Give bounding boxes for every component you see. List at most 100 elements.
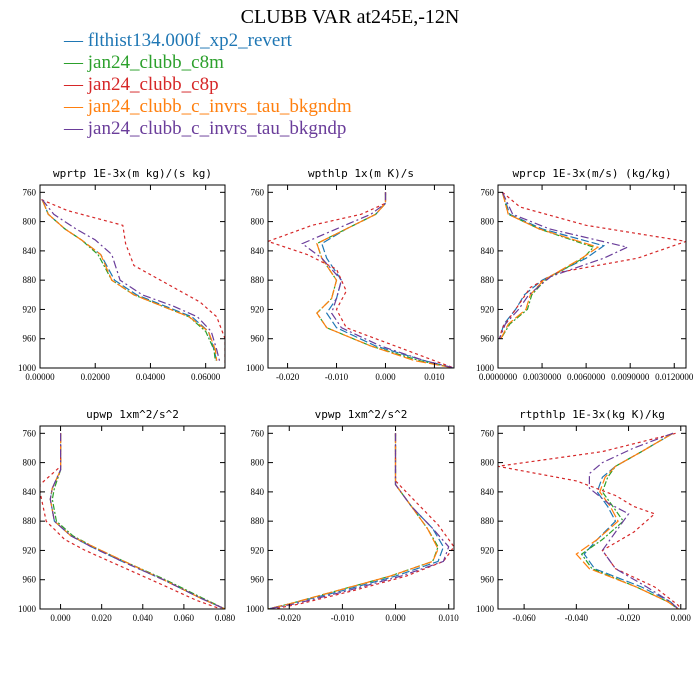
chart-panel: upwp 1xm^2/s^2 760 800 840 880 920 960 1000 0.00… bbox=[18, 408, 236, 623]
chart-panel: wprcp 1E-3x(m/s) (kg/kg) 760 800 840 880 920 9… bbox=[476, 167, 694, 382]
x-tick-label: 0.020 bbox=[92, 613, 113, 623]
y-tick-label: 800 bbox=[23, 458, 37, 468]
y-tick-label: 800 bbox=[23, 217, 37, 227]
series-line bbox=[41, 199, 221, 361]
y-tick-label: 840 bbox=[251, 487, 265, 497]
series-line bbox=[588, 432, 679, 609]
chart-title: rtpthlp 1E-3x(kg K)/kg bbox=[519, 408, 665, 421]
y-tick-label: 840 bbox=[23, 487, 37, 497]
series-line bbox=[268, 192, 454, 368]
y-tick-label: 920 bbox=[251, 304, 265, 314]
legend-item: — flthist134.000f_xp2_revert bbox=[64, 30, 292, 51]
legend-item: — jan24_clubb_c8p bbox=[64, 74, 219, 95]
series-line bbox=[49, 433, 225, 609]
x-tick-label: 0.00000 bbox=[25, 372, 55, 382]
y-tick-label: 840 bbox=[481, 246, 495, 256]
x-tick-label: -0.020 bbox=[617, 613, 641, 623]
y-tick-label: 760 bbox=[251, 428, 265, 438]
y-tick-label: 920 bbox=[23, 545, 37, 555]
x-tick-label: 0.0090000 bbox=[611, 372, 650, 382]
series-line bbox=[321, 192, 454, 368]
x-tick-label: 0.040 bbox=[133, 613, 154, 623]
x-tick-label: -0.010 bbox=[331, 613, 355, 623]
y-tick-label: 880 bbox=[251, 516, 265, 526]
y-tick-label: 760 bbox=[481, 428, 495, 438]
series-line bbox=[301, 192, 454, 368]
y-tick-label: 1000 bbox=[18, 363, 37, 373]
series-line bbox=[268, 433, 439, 609]
y-tick-label: 800 bbox=[481, 217, 495, 227]
y-tick-label: 1000 bbox=[476, 363, 495, 373]
y-tick-label: 760 bbox=[251, 187, 265, 197]
chart-title: wprtp 1E-3x(m kg)/(s kg) bbox=[53, 167, 212, 180]
x-tick-label: 0.0030000 bbox=[523, 372, 562, 382]
plot-frame bbox=[497, 425, 687, 610]
y-tick-label: 920 bbox=[481, 545, 495, 555]
x-tick-label: -0.020 bbox=[278, 613, 302, 623]
x-tick-label: 0.0060000 bbox=[567, 372, 606, 382]
y-tick-label: 920 bbox=[481, 304, 495, 314]
x-tick-label: -0.020 bbox=[276, 372, 300, 382]
legend-item: — jan24_clubb_c_invrs_tau_bkgndm bbox=[64, 96, 352, 117]
y-tick-label: 960 bbox=[23, 334, 37, 344]
series-line bbox=[316, 192, 454, 368]
series-line bbox=[316, 192, 454, 368]
x-tick-label: 0.000 bbox=[671, 613, 692, 623]
y-tick-label: 840 bbox=[23, 246, 37, 256]
x-tick-label: 0.010 bbox=[439, 613, 460, 623]
y-tick-label: 920 bbox=[251, 545, 265, 555]
y-tick-label: 920 bbox=[23, 304, 37, 314]
series-line bbox=[41, 199, 225, 368]
chart-title: wprcp 1E-3x(m/s) (kg/kg) bbox=[513, 167, 672, 180]
legend-item: — jan24_clubb_c8m bbox=[64, 52, 224, 73]
series-line bbox=[268, 433, 445, 609]
y-tick-label: 960 bbox=[481, 575, 495, 585]
series-line bbox=[51, 433, 225, 609]
chart-panel: wprtp 1E-3x(m kg)/(s kg) 760 800 840 880 920 9… bbox=[18, 167, 226, 382]
chart-panel: rtpthlp 1E-3x(kg K)/kg 760 800 840 880 920 960… bbox=[476, 408, 691, 623]
y-tick-label: 1000 bbox=[476, 604, 495, 614]
series-line bbox=[268, 433, 439, 609]
y-tick-label: 880 bbox=[481, 275, 495, 285]
page-title: CLUBB VAR at245E,-12N bbox=[240, 6, 460, 28]
x-tick-label: 0.04000 bbox=[136, 372, 166, 382]
y-tick-label: 760 bbox=[23, 187, 37, 197]
y-tick-label: 1000 bbox=[246, 363, 265, 373]
series-line bbox=[273, 433, 454, 609]
x-tick-label: 0.080 bbox=[215, 613, 236, 623]
legend-item: — jan24_clubb_c_invrs_tau_bkgndp bbox=[64, 118, 347, 139]
plot-frame bbox=[39, 425, 226, 610]
y-tick-label: 800 bbox=[481, 458, 495, 468]
y-tick-label: 800 bbox=[251, 458, 265, 468]
series-line bbox=[41, 199, 218, 361]
x-tick-label: 0.000 bbox=[385, 613, 406, 623]
series-line bbox=[40, 433, 222, 609]
x-tick-label: 0.06000 bbox=[191, 372, 221, 382]
y-tick-label: 960 bbox=[251, 334, 265, 344]
y-tick-label: 840 bbox=[481, 487, 495, 497]
series-line bbox=[583, 432, 679, 609]
y-tick-label: 880 bbox=[23, 516, 37, 526]
x-tick-label: 0.010 bbox=[424, 372, 445, 382]
plot-frame bbox=[267, 425, 455, 610]
x-tick-label: -0.040 bbox=[565, 613, 589, 623]
x-tick-label: 0.0000000 bbox=[479, 372, 518, 382]
plot-frame bbox=[39, 184, 226, 369]
x-tick-label: 0.060 bbox=[174, 613, 195, 623]
x-tick-label: 0.000 bbox=[375, 372, 396, 382]
x-tick-label: 0.02000 bbox=[81, 372, 111, 382]
series-line bbox=[498, 192, 606, 339]
chart-title: upwp 1xm^2/s^2 bbox=[86, 408, 179, 421]
y-tick-label: 760 bbox=[23, 428, 37, 438]
y-tick-label: 880 bbox=[251, 275, 265, 285]
chart-title: vpwp 1xm^2/s^2 bbox=[315, 408, 408, 421]
plot-frame bbox=[497, 184, 687, 369]
y-tick-label: 840 bbox=[251, 246, 265, 256]
y-tick-label: 960 bbox=[481, 334, 495, 344]
series-line bbox=[49, 433, 225, 609]
y-tick-label: 760 bbox=[481, 187, 495, 197]
chart-panel: vpwp 1xm^2/s^2 760 800 840 880 920 960 1000 -0.0… bbox=[246, 408, 459, 623]
x-tick-label: 0.0120000 bbox=[655, 372, 694, 382]
chart-title: wpthlp 1x(m K)/s bbox=[308, 167, 414, 180]
